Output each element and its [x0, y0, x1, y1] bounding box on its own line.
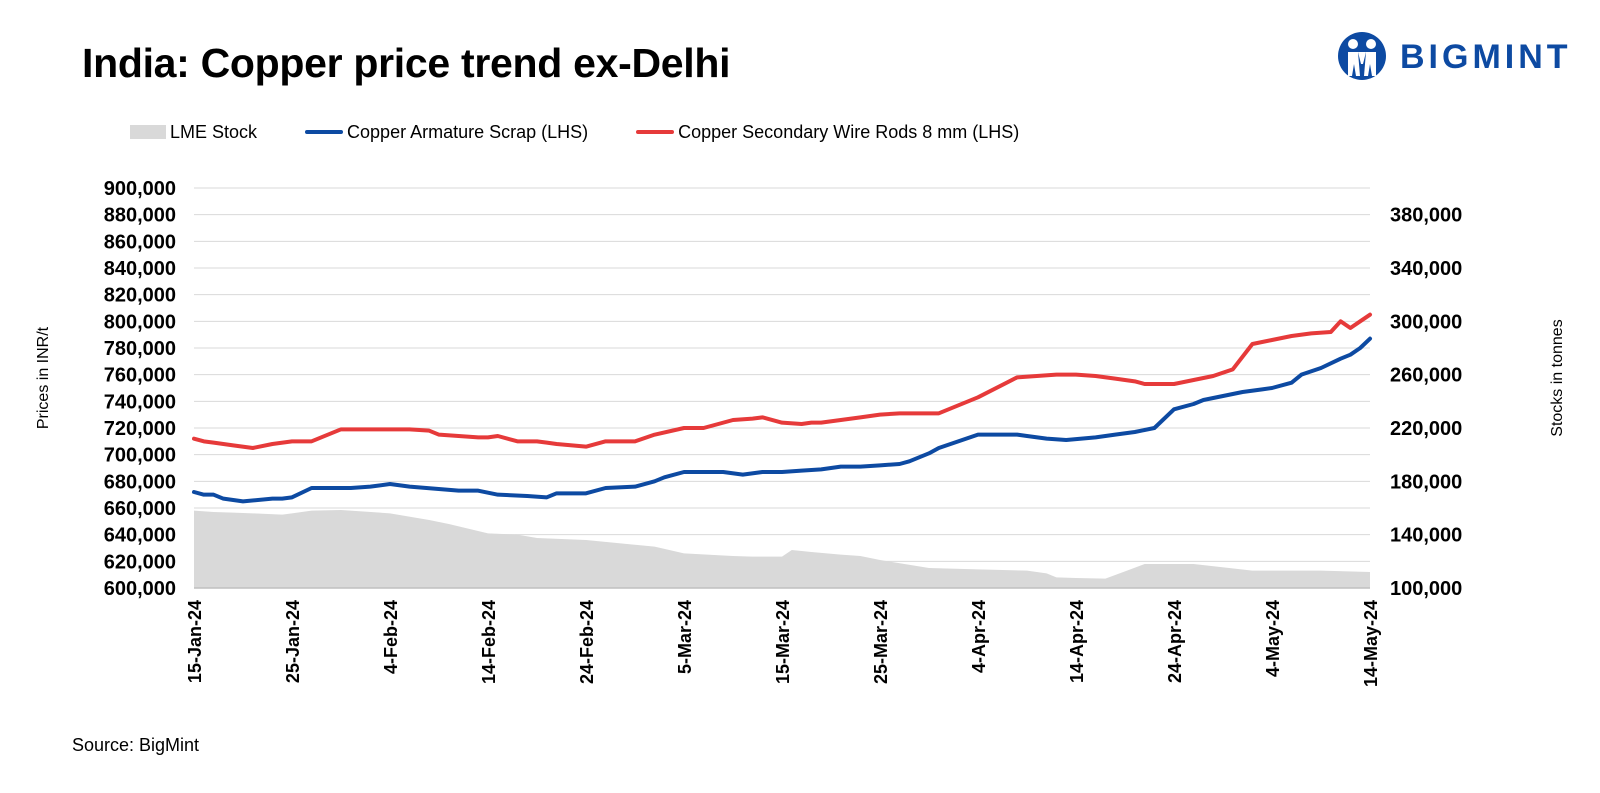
y-tick-right: 220,000 — [1390, 418, 1462, 440]
y-tick-right: 300,000 — [1390, 311, 1462, 333]
y-tick-left: 900,000 — [104, 178, 176, 200]
x-tick-label: 24-Feb-24 — [577, 600, 597, 684]
y-tick-left: 620,000 — [104, 551, 176, 573]
y-tick-left: 740,000 — [104, 391, 176, 413]
x-tick-label: 4-Feb-24 — [381, 600, 401, 674]
y-tick-right: 100,000 — [1390, 578, 1462, 600]
x-tick-label: 14-May-24 — [1361, 600, 1381, 687]
chart-title: India: Copper price trend ex-Delhi — [82, 40, 731, 86]
y-tick-left: 840,000 — [104, 258, 176, 280]
y-tick-left: 800,000 — [104, 311, 176, 333]
x-tick-label: 25-Mar-24 — [871, 600, 891, 684]
chart-legend: LME Stock Copper Armature Scrap (LHS) Co… — [130, 120, 1067, 144]
y-tick-left: 820,000 — [104, 285, 176, 307]
x-tick-label: 4-Apr-24 — [969, 600, 989, 673]
x-tick-label: 25-Jan-24 — [283, 600, 303, 683]
y-tick-left: 860,000 — [104, 231, 176, 253]
y-tick-left: 700,000 — [104, 445, 176, 467]
y-tick-right: 260,000 — [1390, 365, 1462, 387]
y-tick-left: 660,000 — [104, 498, 176, 520]
x-tick-label: 24-Apr-24 — [1165, 600, 1185, 683]
x-tick-label: 15-Jan-24 — [185, 600, 205, 683]
legend-swatch-wire-rods — [636, 130, 675, 134]
y-tick-left: 880,000 — [104, 205, 176, 227]
y-tick-left: 760,000 — [104, 365, 176, 387]
legend-swatch-armature — [305, 130, 344, 134]
x-tick-label: 14-Feb-24 — [479, 600, 499, 684]
x-tick-label: 15-Mar-24 — [773, 600, 793, 684]
legend-item-lme-stock: LME Stock — [130, 122, 257, 143]
y-tick-left: 640,000 — [104, 525, 176, 547]
y-axis-title-left: Prices in INR/t — [35, 326, 52, 429]
series-line-wire-rods — [192, 312, 1372, 450]
series-area-lme-stock — [194, 510, 1370, 588]
y-axis-title-right: Stocks in tonnes — [1549, 319, 1566, 436]
legend-item-wire-rods: Copper Secondary Wire Rods 8 mm (LHS) — [636, 122, 1019, 143]
y-tick-right: 340,000 — [1390, 258, 1462, 280]
bigmint-mark-icon — [1338, 32, 1386, 80]
y-tick-right: 140,000 — [1390, 525, 1462, 547]
y-tick-right: 180,000 — [1390, 471, 1462, 493]
y-tick-left: 720,000 — [104, 418, 176, 440]
legend-label-wire-rods: Copper Secondary Wire Rods 8 mm (LHS) — [678, 121, 1020, 142]
legend-label-armature: Copper Armature Scrap (LHS) — [347, 121, 589, 142]
x-tick-label: 4-May-24 — [1263, 600, 1283, 677]
x-tick-label: 14-Apr-24 — [1067, 600, 1087, 683]
brand-logo: BIGMINT — [1338, 30, 1578, 82]
series-line-armature-scrap — [192, 336, 1372, 504]
source-note: Source: BigMint — [72, 735, 200, 755]
legend-item-armature: Copper Armature Scrap (LHS) — [305, 122, 588, 143]
x-tick-label: 5-Mar-24 — [675, 600, 695, 674]
y-tick-right: 380,000 — [1390, 205, 1462, 227]
legend-swatch-lme-stock — [130, 125, 166, 139]
y-tick-left: 780,000 — [104, 338, 176, 360]
legend-label-lme-stock: LME Stock — [170, 121, 258, 142]
y-tick-left: 680,000 — [104, 471, 176, 493]
y-tick-left: 600,000 — [104, 578, 176, 600]
brand-name: BIGMINT — [1400, 38, 1572, 76]
